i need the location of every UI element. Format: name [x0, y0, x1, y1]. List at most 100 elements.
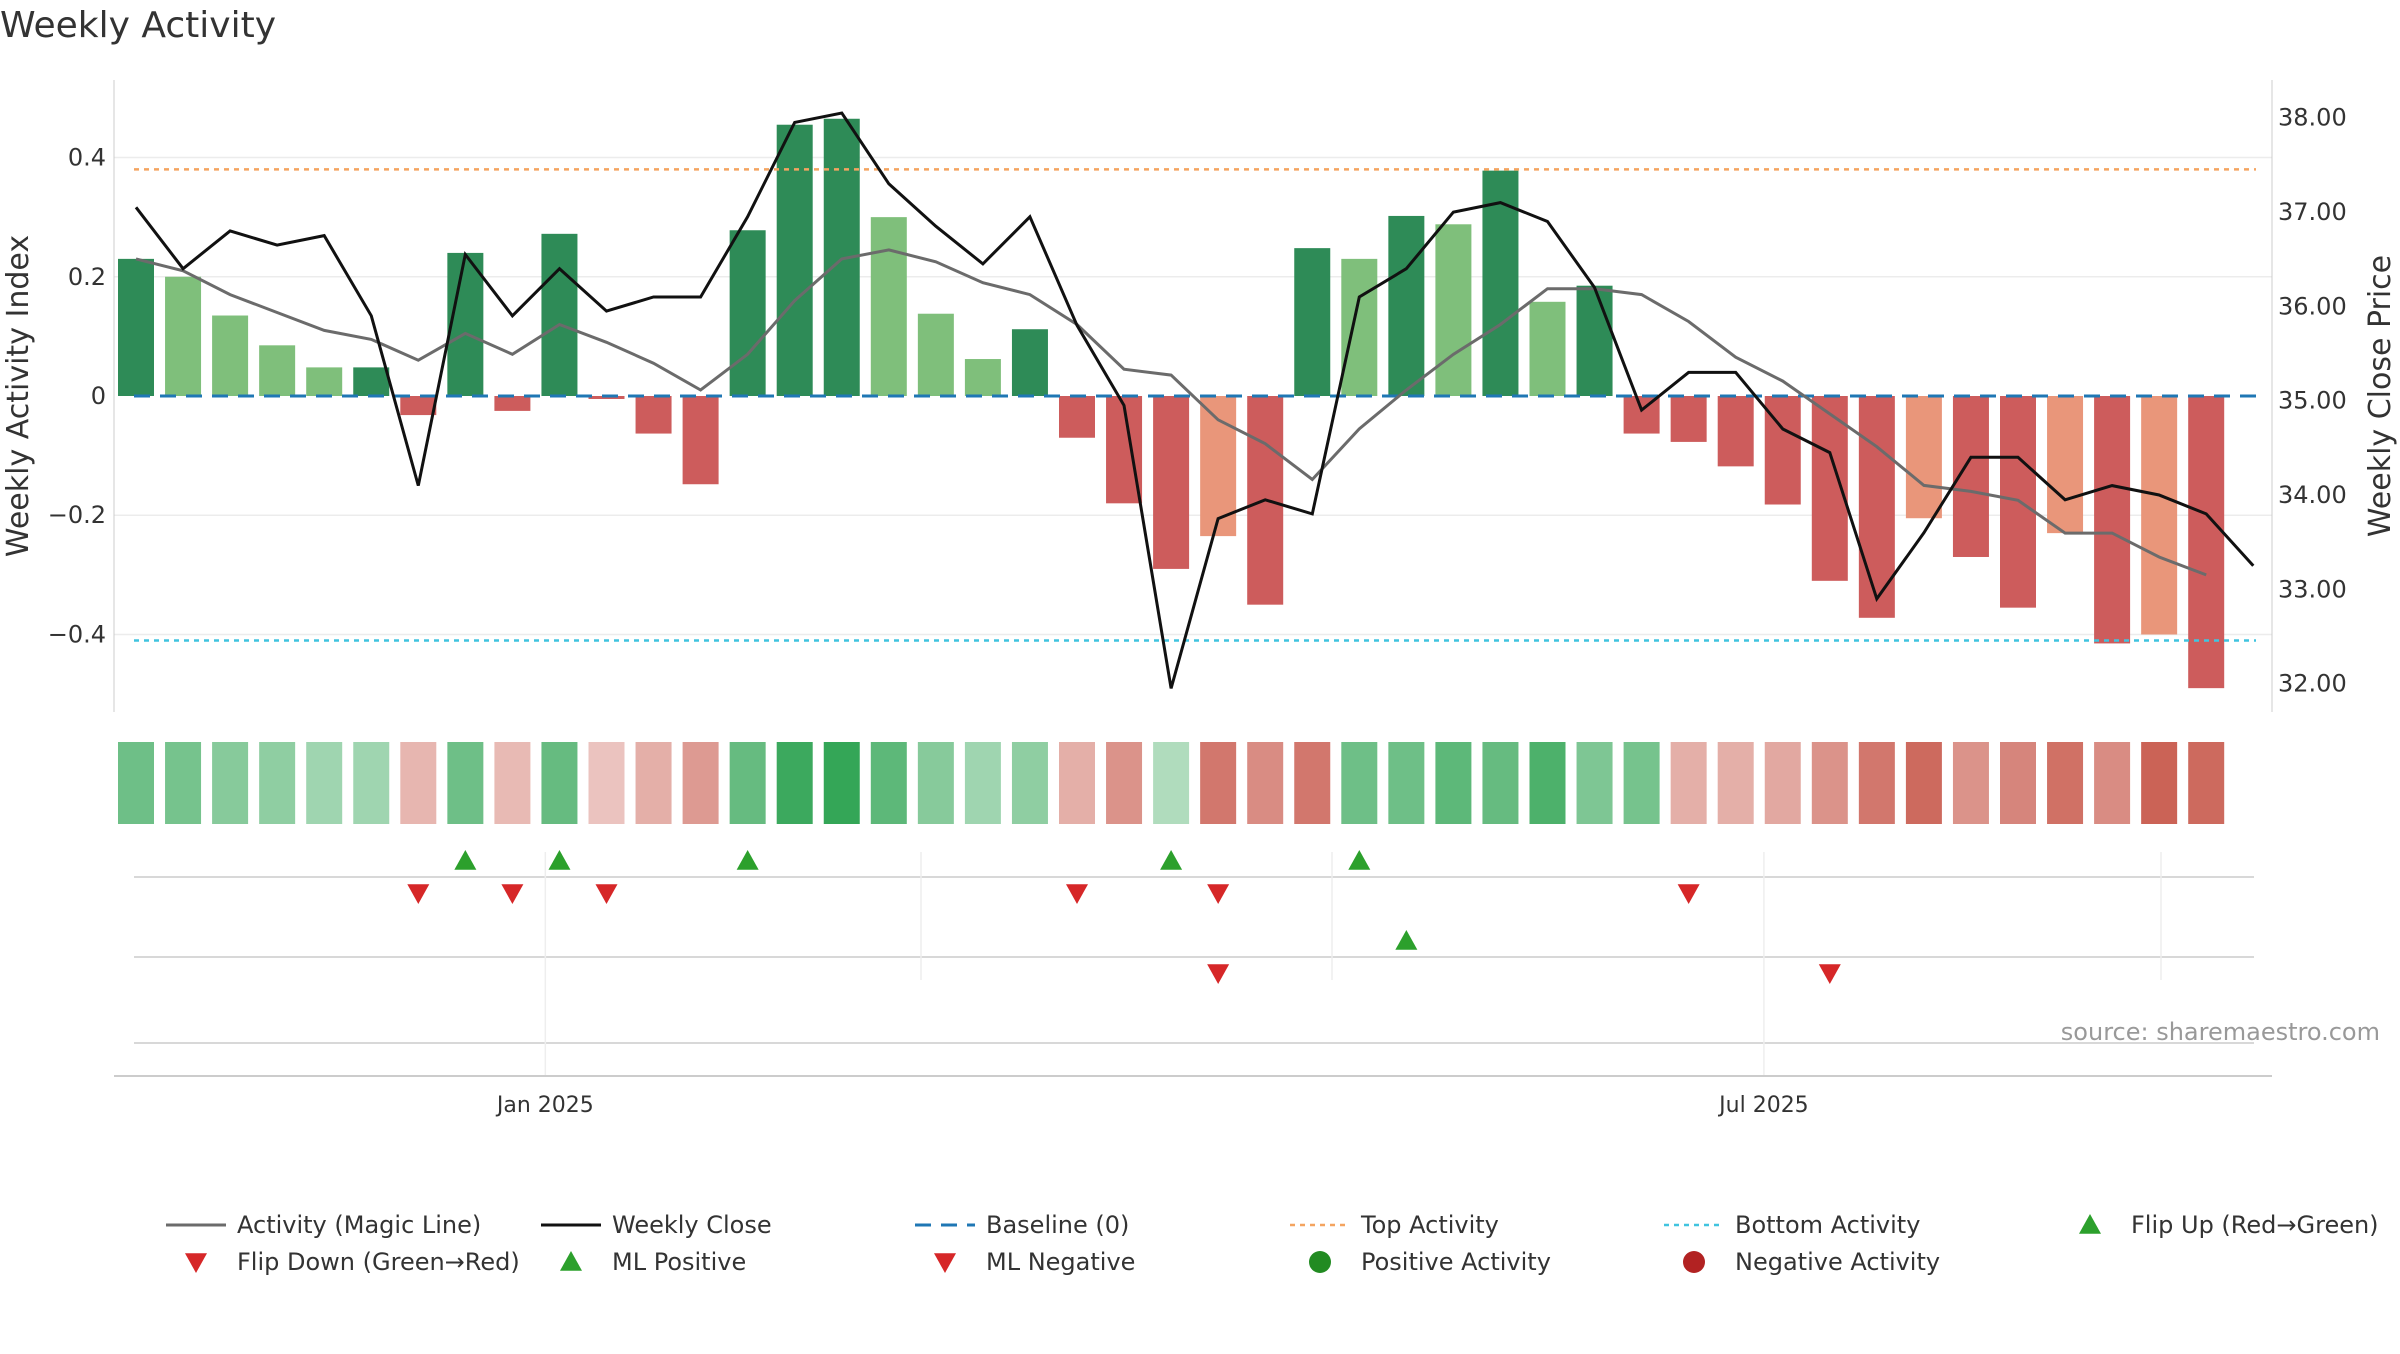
intensity-cell [165, 742, 202, 824]
activity-bar [1011, 329, 1048, 396]
intensity-cell [118, 742, 154, 824]
legend-label: Baseline (0) [986, 1211, 1129, 1239]
magic-line [135, 248, 2207, 577]
axes: −0.4 −0.2 0 0.2 0.4 32.00 33.00 34.00 35.00 36.00… [48, 80, 2347, 712]
x-tick-label: Jan 2025 [495, 1093, 594, 1118]
legend-swatch [2079, 1214, 2101, 1234]
intensity-cell [1670, 742, 1707, 824]
activity-bar [1059, 396, 1095, 438]
intensity-cell [1858, 742, 1895, 824]
x-tick-label: Jul 2025 [1717, 1093, 1809, 1118]
intensity-cell [400, 742, 437, 824]
activity-bar [212, 315, 249, 396]
activity-bar [1717, 396, 1754, 467]
activity-bar [447, 252, 484, 396]
intensity-cell [1388, 742, 1425, 824]
y2-tick-label: 33.00 [2278, 575, 2347, 603]
legend: Activity (Magic Line) Weekly Close Baselin… [166, 1211, 2379, 1276]
y2-tick-label: 38.00 [2278, 104, 2347, 132]
intensity-cell [1764, 742, 1801, 824]
intensity-cell [306, 742, 343, 824]
activity-bar [259, 345, 296, 396]
legend-item: Baseline (0) [915, 1211, 1129, 1239]
activity-bar [1435, 224, 1472, 396]
legend-item: Bottom Activity [1664, 1211, 1920, 1239]
activity-bar [1529, 301, 1566, 396]
intensity-cell [1059, 742, 1095, 824]
legend-label: ML Positive [612, 1248, 746, 1276]
y2-tick-label: 34.00 [2278, 481, 2347, 509]
intensity-cell [1247, 742, 1284, 824]
activity-bar [118, 258, 154, 396]
ml_negative-marker [1207, 964, 1230, 984]
y-tick-label: −0.2 [48, 501, 106, 529]
flip_down-marker [407, 884, 430, 904]
activity-bar [1905, 396, 1942, 519]
intensity-cell [682, 742, 719, 824]
activity-bar [541, 233, 578, 396]
intensity-cell [494, 742, 531, 824]
activity-bar [682, 396, 719, 485]
intensity-cell [823, 742, 860, 824]
activity-bar [2141, 396, 2178, 635]
y2-axis-label: Weekly Close Price [2363, 255, 2398, 537]
flip_up-marker [1160, 850, 1183, 870]
y2-tick-label: 37.00 [2278, 198, 2347, 226]
legend-label: Positive Activity [1361, 1248, 1551, 1276]
activity-bar [729, 230, 766, 396]
flip_up-marker [454, 850, 477, 870]
activity-bar [635, 396, 672, 434]
y-tick-label: 0.4 [68, 144, 106, 172]
intensity-cell [1200, 742, 1237, 824]
legend-item: ML Negative [934, 1248, 1135, 1276]
intensity-cell [729, 742, 766, 824]
intensity-cell [447, 742, 484, 824]
intensity-cell [588, 742, 625, 824]
activity-bar [870, 217, 907, 396]
ml_negative-marker [1818, 964, 1841, 984]
legend-label: Weekly Close [612, 1211, 772, 1239]
intensity-cell [212, 742, 249, 824]
legend-label: Flip Up (Red→Green) [2131, 1211, 2379, 1239]
series-lines [134, 111, 2255, 689]
activity-bar [1670, 396, 1707, 442]
legend-swatch [1309, 1251, 1331, 1273]
flip-markers: Jan 2025 Jul 2025 [114, 850, 2272, 1118]
intensity-cell [1106, 742, 1143, 824]
activity-bar [2047, 396, 2084, 534]
flip_down-marker [1207, 884, 1230, 904]
legend-label: Activity (Magic Line) [237, 1211, 481, 1239]
activity-bar [1341, 258, 1378, 396]
y-tick-label: 0.2 [68, 263, 106, 291]
flip_down-marker [1677, 884, 1700, 904]
activity-bar [494, 396, 531, 411]
intensity-cell [1576, 742, 1613, 824]
intensity-cell [2141, 742, 2178, 824]
flip_up-marker [548, 850, 571, 870]
activity-bar [917, 313, 954, 396]
y2-tick-label: 36.00 [2278, 292, 2347, 320]
y2-tick-label: 32.00 [2278, 670, 2347, 698]
flip_down-marker [595, 884, 618, 904]
intensity-cell [1294, 742, 1331, 824]
flip_up-marker [1348, 850, 1371, 870]
legend-swatch [560, 1251, 582, 1271]
intensity-cell [1623, 742, 1660, 824]
y-tick-label: −0.4 [48, 620, 106, 648]
intensity-cell [917, 742, 954, 824]
legend-item: Flip Up (Red→Green) [2079, 1211, 2379, 1239]
intensity-cell [2094, 742, 2131, 824]
intensity-cell [1905, 742, 1942, 824]
activity-bar [2188, 396, 2225, 689]
intensity-cell [1952, 742, 1989, 824]
legend-item: Top Activity [1290, 1211, 1499, 1239]
legend-label: ML Negative [986, 1248, 1135, 1276]
activity-bar [2094, 396, 2131, 644]
activity-bar [165, 276, 202, 396]
activity-bar [776, 124, 813, 396]
source-note: source: sharemaestro.com [2061, 1018, 2380, 1046]
intensity-cell [1482, 742, 1519, 824]
intensity-cell [541, 742, 578, 824]
legend-swatch [1683, 1251, 1705, 1273]
activity-bar [1858, 396, 1895, 618]
